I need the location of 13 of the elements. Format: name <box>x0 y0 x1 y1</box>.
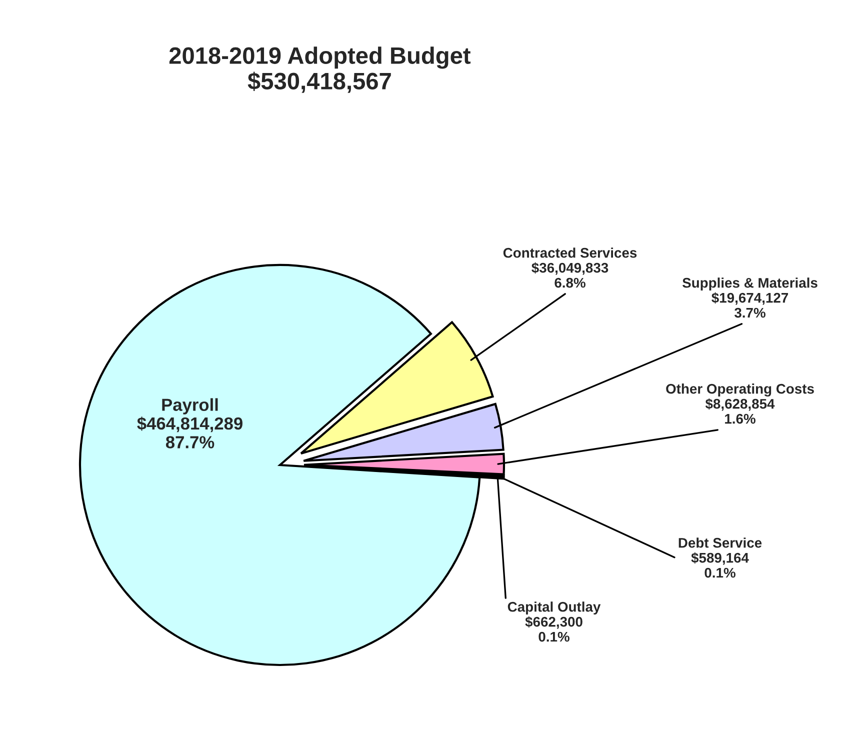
data-label: $589,164 0.1% <box>691 552 749 578</box>
data-label: $36,049,833 6.8% <box>532 262 608 288</box>
data-label: $8,628,854 1.6% <box>705 398 775 424</box>
data-label: $19,674,127 3.7% <box>712 292 788 318</box>
slice-label: Contracted Services <box>503 248 637 258</box>
slice-label: Supplies & Materials <box>682 278 818 291</box>
chart-title: 2018-2019 Adopted Budget $530,418,567 <box>169 46 471 93</box>
data-label: $464,814,289 87.7% <box>137 416 242 448</box>
data-label: $662,300 0.1% <box>525 616 582 642</box>
slice-label: Other Operating Costs <box>666 384 814 397</box>
slice-label: Capital Outlay <box>508 602 601 615</box>
slice-label: Payroll <box>162 398 218 414</box>
slice-label: Debt Service <box>678 538 762 548</box>
